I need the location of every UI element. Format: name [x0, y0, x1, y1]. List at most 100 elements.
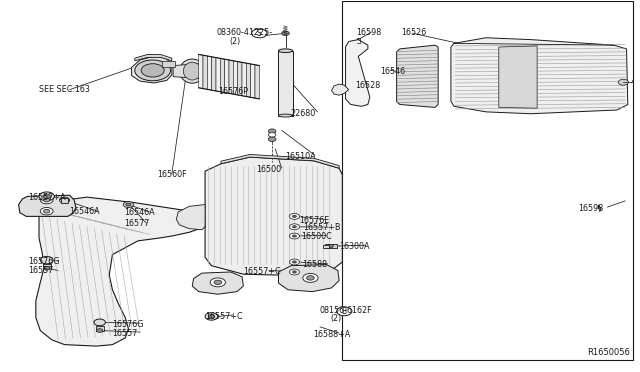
Circle shape	[268, 137, 276, 141]
Circle shape	[268, 133, 276, 137]
Circle shape	[44, 198, 50, 202]
Text: 16526: 16526	[401, 28, 426, 37]
Circle shape	[289, 233, 300, 239]
Polygon shape	[36, 197, 205, 346]
Circle shape	[43, 194, 51, 199]
Text: R1650056: R1650056	[587, 348, 630, 357]
Bar	[96, 326, 104, 331]
Text: 16598: 16598	[579, 204, 604, 213]
Text: 16500: 16500	[256, 165, 281, 174]
Circle shape	[289, 224, 300, 230]
Polygon shape	[207, 56, 212, 90]
Ellipse shape	[179, 59, 205, 83]
Text: 16546A: 16546A	[69, 207, 100, 216]
Bar	[43, 264, 51, 268]
Polygon shape	[346, 39, 370, 106]
Polygon shape	[203, 55, 207, 89]
Circle shape	[289, 269, 300, 275]
Text: 08360-41225-: 08360-41225-	[216, 28, 273, 37]
Circle shape	[214, 280, 221, 285]
Text: 16588+A: 16588+A	[314, 330, 351, 339]
Bar	[323, 244, 329, 247]
Polygon shape	[212, 57, 216, 91]
Ellipse shape	[278, 49, 292, 52]
Polygon shape	[192, 272, 243, 294]
Text: 16576G: 16576G	[28, 257, 60, 266]
Circle shape	[40, 196, 53, 204]
Text: 16576G: 16576G	[112, 320, 143, 329]
Polygon shape	[251, 64, 255, 98]
Polygon shape	[451, 38, 628, 114]
Circle shape	[97, 329, 103, 333]
Polygon shape	[237, 62, 242, 96]
Circle shape	[292, 226, 296, 228]
Text: 16560F: 16560F	[157, 170, 187, 179]
Polygon shape	[332, 84, 349, 95]
Bar	[163, 61, 175, 67]
Circle shape	[337, 307, 352, 316]
Text: 16546A: 16546A	[124, 208, 155, 217]
Circle shape	[292, 215, 296, 218]
Text: 16577: 16577	[124, 219, 149, 228]
Circle shape	[328, 244, 333, 247]
Polygon shape	[229, 60, 234, 94]
Circle shape	[292, 235, 296, 237]
Polygon shape	[216, 58, 220, 92]
Polygon shape	[198, 54, 203, 89]
Text: 16557: 16557	[28, 266, 54, 275]
Polygon shape	[205, 157, 342, 276]
Circle shape	[307, 276, 314, 280]
Circle shape	[44, 209, 50, 213]
Circle shape	[124, 202, 134, 208]
Circle shape	[210, 278, 225, 287]
Text: 16557+A: 16557+A	[28, 193, 66, 202]
Circle shape	[60, 197, 70, 203]
Text: 16557: 16557	[112, 328, 137, 338]
Bar	[342, 1, 633, 360]
Circle shape	[141, 64, 164, 77]
Polygon shape	[278, 264, 339, 292]
Text: (2): (2)	[229, 37, 241, 46]
Polygon shape	[173, 64, 200, 78]
Circle shape	[39, 192, 54, 201]
Polygon shape	[397, 45, 438, 108]
Polygon shape	[255, 65, 259, 99]
Circle shape	[40, 208, 53, 215]
Circle shape	[126, 203, 131, 206]
Text: B: B	[342, 307, 347, 316]
Ellipse shape	[278, 114, 292, 117]
Polygon shape	[242, 62, 246, 96]
Circle shape	[289, 214, 300, 219]
Text: 16557+B: 16557+B	[303, 223, 340, 232]
Polygon shape	[19, 195, 76, 217]
Polygon shape	[221, 154, 339, 168]
Circle shape	[303, 273, 318, 282]
Polygon shape	[246, 63, 251, 97]
Circle shape	[268, 129, 276, 134]
Polygon shape	[176, 205, 205, 230]
Circle shape	[40, 256, 53, 264]
Circle shape	[135, 60, 171, 81]
Polygon shape	[225, 59, 229, 93]
Circle shape	[208, 315, 214, 318]
Polygon shape	[135, 54, 172, 61]
Text: 16557+C: 16557+C	[205, 312, 243, 321]
Text: 16576E: 16576E	[300, 216, 330, 225]
Polygon shape	[499, 46, 537, 108]
Text: (2): (2)	[330, 314, 342, 323]
Polygon shape	[234, 61, 237, 95]
Circle shape	[252, 29, 267, 38]
Circle shape	[94, 319, 106, 326]
Circle shape	[289, 259, 300, 265]
Polygon shape	[220, 58, 225, 93]
Text: 16300A: 16300A	[339, 241, 370, 250]
Text: 22680: 22680	[291, 109, 316, 118]
Circle shape	[618, 79, 628, 85]
Text: 16528: 16528	[355, 81, 380, 90]
Text: 16557+C: 16557+C	[243, 267, 281, 276]
Ellipse shape	[183, 62, 201, 80]
Text: 16510A: 16510A	[285, 152, 316, 161]
Polygon shape	[132, 56, 172, 83]
Text: 16588: 16588	[302, 260, 327, 269]
Circle shape	[205, 313, 218, 320]
